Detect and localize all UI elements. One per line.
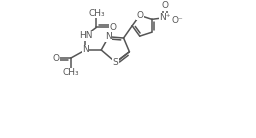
Text: O: O: [162, 1, 169, 10]
Text: N: N: [82, 46, 89, 55]
Text: N⁺: N⁺: [159, 13, 171, 22]
Text: CH₃: CH₃: [62, 68, 79, 77]
Text: N: N: [105, 32, 112, 41]
Text: O: O: [136, 11, 143, 20]
Text: O⁻: O⁻: [172, 16, 184, 25]
Text: CH₃: CH₃: [88, 9, 105, 18]
Text: S: S: [113, 58, 119, 67]
Text: HN: HN: [79, 31, 92, 40]
Text: O: O: [52, 54, 59, 63]
Text: O: O: [109, 23, 116, 32]
